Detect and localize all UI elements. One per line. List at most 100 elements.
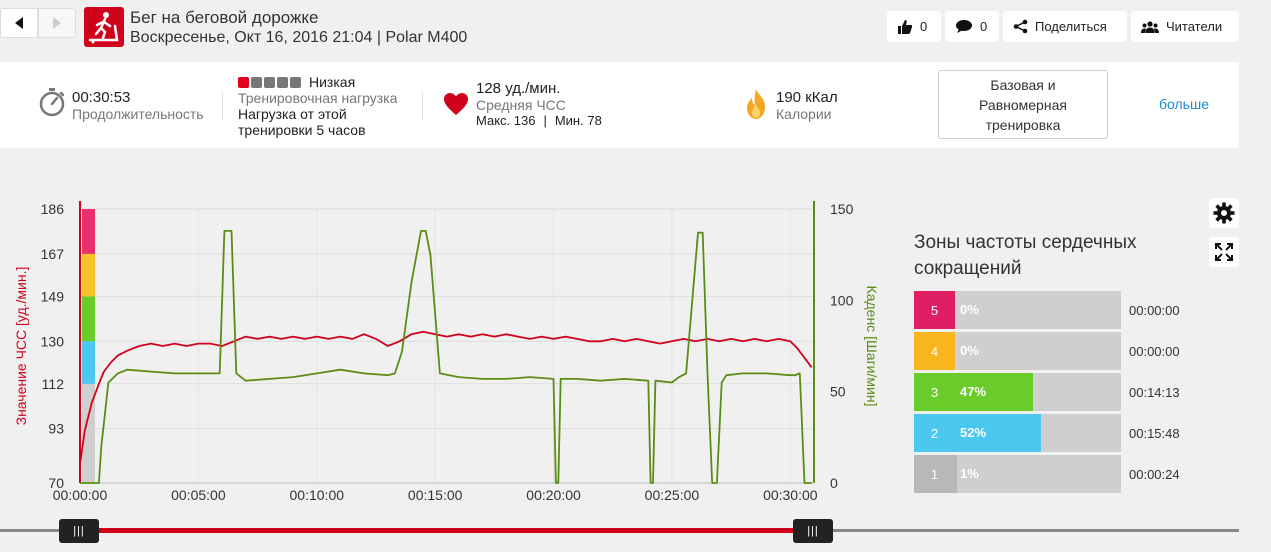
zone-bar-fill bbox=[955, 414, 1042, 452]
heart-rate-block: 128 уд./мин. Средняя ЧСС Макс. 136 | Мин… bbox=[476, 80, 602, 128]
duration-value: 00:30:53 bbox=[72, 89, 131, 106]
zone-percent: 0% bbox=[960, 343, 979, 358]
load-bar bbox=[238, 76, 249, 88]
hr-average-value: 128 уд./мин. bbox=[476, 80, 561, 97]
calories-block: 190 кКал Калории bbox=[776, 89, 838, 122]
zone-percent: 52% bbox=[960, 425, 987, 440]
zone-number: 4 bbox=[914, 332, 955, 370]
load-bars bbox=[238, 76, 301, 88]
hr-zone-band bbox=[82, 296, 95, 342]
load-level: Низкая bbox=[309, 74, 356, 90]
hr-zones-title: Зоны частоты сердечных сокращений bbox=[914, 232, 1137, 279]
share-button[interactable]: Поделиться bbox=[1003, 11, 1127, 42]
timeline-selection[interactable] bbox=[85, 528, 812, 533]
zone-bar-track: 52% bbox=[955, 414, 1121, 452]
hr-zone-band bbox=[82, 383, 95, 483]
hr-zone-row: 1 1% 00:00:24 bbox=[914, 455, 1214, 493]
zone-bar-fill bbox=[955, 455, 957, 493]
zone-number: 1 bbox=[914, 455, 955, 493]
hr-zone-band bbox=[82, 341, 95, 384]
x-tick-label: 00:00:00 bbox=[53, 487, 108, 503]
hr-range: Макс. 136 | Мин. 78 bbox=[476, 113, 602, 128]
like-button[interactable]: 0 bbox=[887, 11, 941, 42]
readers-button[interactable]: Читатели bbox=[1131, 11, 1239, 42]
y-right-tick-label: 0 bbox=[830, 475, 838, 491]
hr-average-label: Средняя ЧСС bbox=[476, 97, 566, 113]
divider bbox=[422, 92, 423, 120]
divider bbox=[222, 92, 223, 120]
workout-header: Бег на беговой дорожке Воскресенье, Окт … bbox=[0, 0, 1271, 56]
timeline-end-handle[interactable]: ||| bbox=[793, 519, 833, 543]
load-desc-2: тренировки 5 часов bbox=[238, 122, 366, 138]
chart-settings-button[interactable] bbox=[1209, 198, 1239, 228]
zone-percent: 0% bbox=[960, 302, 979, 317]
zone-bar-track: 1% bbox=[955, 455, 1121, 493]
forward-button[interactable] bbox=[38, 8, 76, 38]
hr-zone-row: 2 52% 00:15:48 bbox=[914, 414, 1214, 452]
hr-max: Макс. 136 bbox=[476, 113, 536, 128]
load-bar bbox=[251, 76, 262, 88]
heart-icon bbox=[444, 93, 468, 115]
y-right-tick-label: 150 bbox=[830, 201, 854, 217]
training-load-block: Низкая Тренировочная нагрузка Нагрузка о… bbox=[238, 74, 397, 138]
zone-time: 00:15:48 bbox=[1129, 426, 1180, 441]
y-left-tick-label: 186 bbox=[41, 201, 65, 217]
y-left-tick-label: 93 bbox=[48, 421, 64, 437]
load-bar bbox=[277, 76, 288, 88]
like-count: 0 bbox=[920, 19, 928, 34]
fullscreen-button[interactable] bbox=[1209, 237, 1239, 267]
comment-count: 0 bbox=[980, 19, 988, 34]
readers-label: Читатели bbox=[1166, 19, 1223, 34]
training-type-button[interactable]: Базовая и Равномерная тренировка bbox=[938, 70, 1108, 139]
timeline-start-handle[interactable]: ||| bbox=[59, 519, 99, 543]
zone-time: 00:00:00 bbox=[1129, 344, 1180, 359]
load-bar bbox=[290, 76, 301, 88]
thumbs-up-icon bbox=[898, 19, 913, 34]
zone-number: 5 bbox=[914, 291, 955, 329]
expand-icon bbox=[1215, 243, 1233, 261]
calories-label: Калории bbox=[776, 106, 832, 122]
share-icon bbox=[1013, 19, 1028, 34]
load-label: Тренировочная нагрузка bbox=[238, 90, 398, 106]
zone-number: 2 bbox=[914, 414, 955, 452]
duration-block: 00:30:53 Продолжительность bbox=[72, 89, 204, 122]
x-tick-label: 00:20:00 bbox=[526, 487, 581, 503]
hr-cadence-chart[interactable]: 70 93 112 130 149 167 186 00:00:00 00:05:00 00:10… bbox=[0, 150, 900, 520]
page-title: Бег на беговой дорожке bbox=[130, 8, 319, 27]
hr-zone-row: 4 0% 00:00:00 bbox=[914, 332, 1214, 370]
x-tick-label: 00:25:00 bbox=[645, 487, 700, 503]
load-level-row: Низкая bbox=[238, 74, 397, 90]
hr-min: Мин. 78 bbox=[554, 113, 602, 128]
back-button[interactable] bbox=[0, 8, 38, 38]
zone-time: 00:00:00 bbox=[1129, 303, 1180, 318]
cadence-series-line bbox=[80, 230, 812, 484]
zone-number: 3 bbox=[914, 373, 955, 411]
zone-bar-fill bbox=[955, 373, 1034, 411]
x-tick-label: 00:30:00 bbox=[763, 487, 818, 503]
zone-time: 00:14:13 bbox=[1129, 385, 1180, 400]
y-right-tick-label: 50 bbox=[830, 384, 846, 400]
hr-zone-row: 3 47% 00:14:13 bbox=[914, 373, 1214, 411]
workout-summary: 00:30:53 Продолжительность Низкая Тренир… bbox=[0, 62, 1239, 148]
comment-icon bbox=[956, 20, 972, 33]
hr-zone-band bbox=[82, 253, 95, 297]
duration-label: Продолжительность bbox=[72, 106, 204, 122]
gear-icon bbox=[1213, 202, 1235, 224]
stopwatch-icon bbox=[39, 88, 65, 117]
y-left-tick-label: 130 bbox=[41, 333, 65, 349]
y-left-tick-label: 70 bbox=[48, 475, 64, 491]
zone-bar-track: 0% bbox=[955, 332, 1121, 370]
hr-zone-row: 5 0% 00:00:00 bbox=[914, 291, 1214, 329]
x-tick-label: 00:10:00 bbox=[290, 487, 345, 503]
y-left-tick-label: 149 bbox=[41, 288, 65, 304]
hr-zone-band bbox=[82, 209, 95, 254]
training-type-label: Базовая и Равномерная тренировка bbox=[979, 76, 1067, 133]
hr-series-line bbox=[79, 330, 813, 465]
comment-button[interactable]: 0 bbox=[945, 11, 999, 42]
more-link[interactable]: больше bbox=[1159, 96, 1209, 112]
y-right-tick-label: 100 bbox=[830, 292, 854, 308]
x-tick-label: 00:05:00 bbox=[171, 487, 226, 503]
y-right-axis-title: Каденс [Шаги/мин] bbox=[864, 286, 880, 407]
calories-value: 190 кКал bbox=[776, 89, 838, 106]
y-left-tick-label: 112 bbox=[42, 376, 65, 392]
